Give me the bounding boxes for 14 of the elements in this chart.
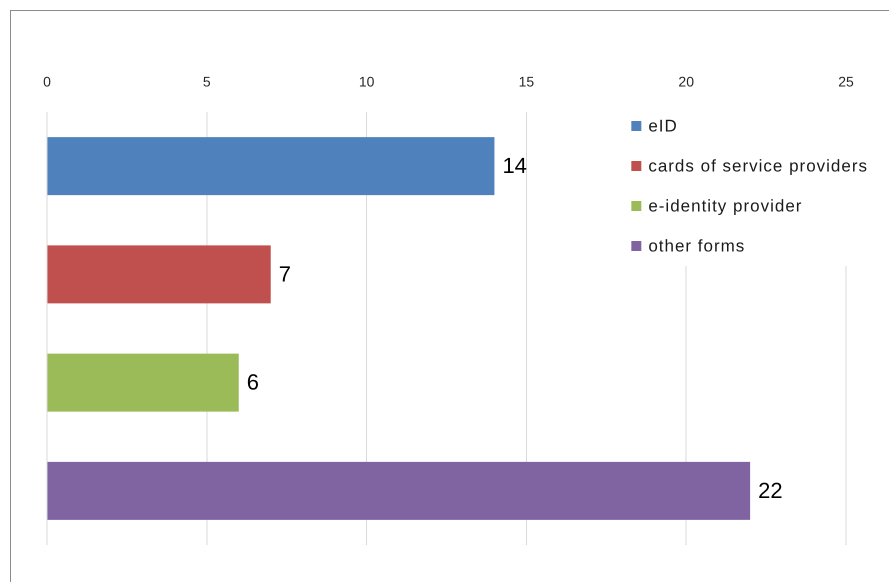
x-tick-label: 25 — [838, 73, 854, 90]
x-tick-label: 10 — [358, 73, 375, 90]
legend-label: eID — [648, 116, 678, 136]
x-tick-label: 5 — [202, 73, 211, 90]
data-label: 22 — [758, 478, 783, 503]
legend-label: cards of service providers — [648, 156, 868, 176]
data-label: 7 — [278, 261, 291, 286]
legend-label: other forms — [648, 236, 746, 256]
data-label: 6 — [246, 370, 260, 395]
legend-label: e-identity provider — [648, 196, 802, 216]
data-label: 14 — [502, 153, 527, 178]
x-tick-label: 20 — [678, 73, 694, 90]
x-tick-label: 0 — [43, 73, 52, 90]
x-tick-label: 15 — [518, 73, 534, 90]
